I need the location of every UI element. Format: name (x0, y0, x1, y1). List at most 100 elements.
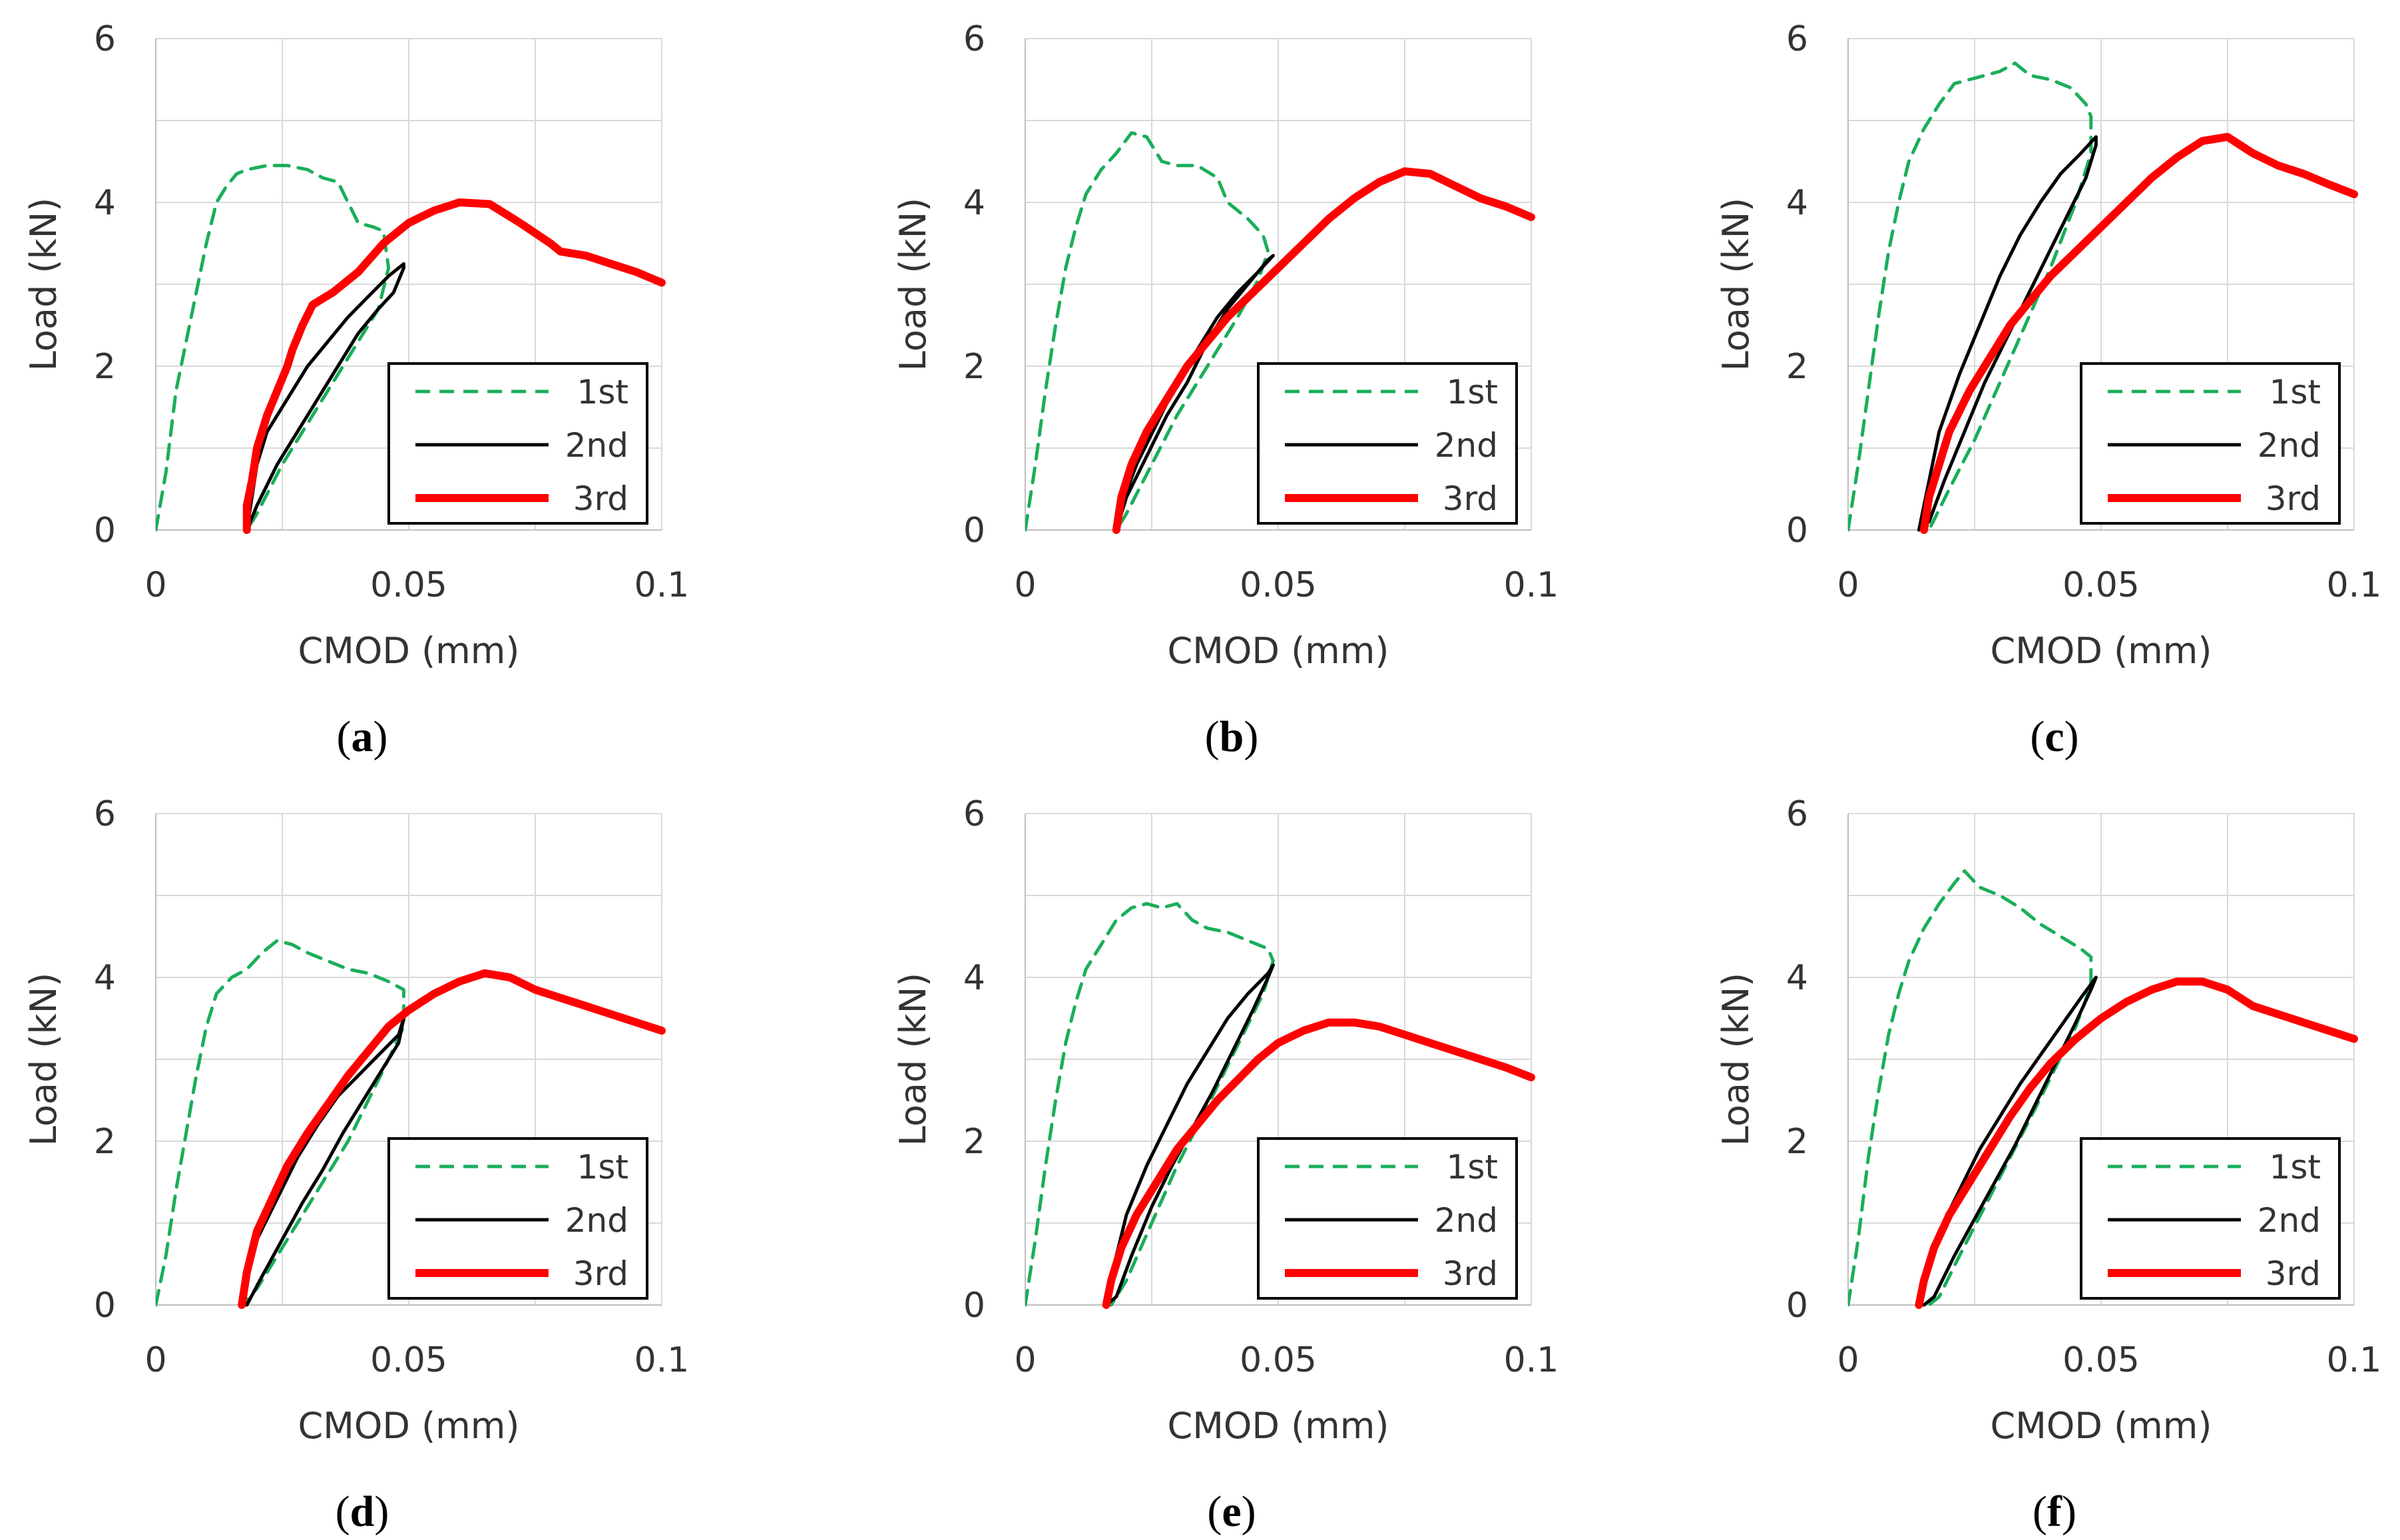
panel-caption-letter: e (1222, 1487, 1241, 1536)
panel-caption-letter: b (1220, 712, 1244, 761)
legend-label: 1st (1447, 373, 1498, 411)
y-tick-label: 0 (963, 511, 985, 551)
series-line-2nd (1917, 975, 2098, 1307)
y-axis-title: Load (kN) (892, 973, 934, 1147)
y-tick-label: 0 (94, 511, 116, 551)
legend-label: 1st (577, 373, 628, 411)
x-tick-label: 0.1 (1504, 1340, 1559, 1380)
x-tick-label: 0 (1837, 1340, 1859, 1380)
series-line-2nd (245, 262, 405, 532)
series-line-1st (156, 939, 405, 1307)
y-tick-label: 0 (1786, 1286, 1808, 1326)
y-tick-label: 4 (963, 958, 985, 998)
chart-panel-a: 0 2 4 6 0 0.05 0.1 CMOD (mm) Load (kN) 1st 2nd 3rd (… (23, 19, 689, 761)
x-tick-label: 0.1 (2327, 565, 2382, 605)
y-tick-label: 4 (94, 958, 116, 998)
legend: 1st 2nd 3rd (2080, 362, 2341, 525)
x-axis-title: CMOD (mm) (1991, 630, 2212, 672)
legend-label: 1st (1447, 1148, 1498, 1186)
series-line-2nd (240, 1017, 405, 1307)
panel-caption-letter: a (352, 712, 373, 761)
legend-label: 3rd (2266, 1254, 2321, 1293)
y-axis-title: Load (kN) (1715, 198, 1757, 372)
series-line-1st (1025, 131, 1270, 532)
y-tick-label: 2 (963, 1122, 985, 1162)
y-axis-title: Load (kN) (23, 973, 65, 1147)
legend-label: 1st (577, 1148, 628, 1186)
panel-caption: (e) (1207, 1487, 1256, 1536)
y-tick-label: 6 (963, 794, 985, 834)
series-line-3rd (242, 198, 666, 534)
y-tick-label: 0 (94, 1286, 116, 1326)
legend-label: 2nd (565, 426, 628, 465)
legend-label: 3rd (2266, 479, 2321, 518)
panel-caption: (a) (337, 712, 388, 761)
panel-caption: (d) (336, 1487, 389, 1536)
y-tick-label: 2 (1786, 347, 1808, 387)
legend-label: 1st (2270, 1148, 2321, 1186)
chart-panel-b: 0 2 4 6 0 0.05 0.1 CMOD (mm) Load (kN) 1st 2nd 3rd (… (892, 19, 1559, 761)
x-tick-label: 0.05 (2062, 1340, 2140, 1380)
x-tick-label: 0.05 (1240, 1340, 1317, 1380)
panel-caption-letter: c (2044, 712, 2064, 761)
y-tick-label: 4 (94, 183, 116, 223)
x-tick-label: 0 (1837, 565, 1859, 605)
y-axis-title: Load (kN) (23, 198, 65, 372)
x-axis-title: CMOD (mm) (1168, 630, 1389, 672)
legend: 1st 2nd 3rd (1257, 362, 1518, 525)
x-tick-label: 0.05 (2062, 565, 2140, 605)
y-tick-label: 2 (94, 347, 116, 387)
legend-label: 3rd (1443, 1254, 1498, 1293)
panel-caption: (c) (2030, 712, 2078, 761)
x-tick-label: 0 (144, 565, 166, 605)
series-line-1st (1025, 901, 1275, 1307)
y-tick-label: 4 (1786, 183, 1808, 223)
series-line-2nd (1917, 135, 2098, 532)
y-tick-label: 0 (1786, 511, 1808, 551)
legend-label: 2nd (2258, 426, 2321, 465)
legend-label: 2nd (1435, 1201, 1498, 1240)
x-tick-label: 0.05 (370, 565, 447, 605)
x-axis-title: CMOD (mm) (298, 1405, 520, 1447)
legend-label: 2nd (565, 1201, 628, 1240)
x-tick-label: 0 (144, 1340, 166, 1380)
y-tick-label: 6 (963, 19, 985, 59)
series-line-1st (1848, 869, 2093, 1307)
series-line-3rd (1920, 132, 2358, 534)
y-tick-label: 2 (1786, 1122, 1808, 1162)
legend-label: 3rd (573, 1254, 628, 1293)
x-tick-label: 0 (1014, 1340, 1036, 1380)
series-line-1st (1848, 61, 2093, 532)
x-tick-label: 0.05 (370, 1340, 447, 1380)
series-line-3rd (1112, 167, 1535, 534)
x-tick-label: 0.05 (1240, 565, 1317, 605)
y-tick-label: 4 (963, 183, 985, 223)
series-line-2nd (1114, 254, 1275, 532)
y-tick-label: 6 (94, 19, 116, 59)
chart-panel-d: 0 2 4 6 0 0.05 0.1 CMOD (mm) Load (kN) 1st 2nd 3rd (… (23, 794, 689, 1536)
y-tick-label: 0 (963, 1286, 985, 1326)
legend: 1st 2nd 3rd (1257, 1137, 1518, 1300)
chart-panel-e: 0 2 4 6 0 0.05 0.1 CMOD (mm) Load (kN) 1st 2nd 3rd (… (892, 794, 1559, 1536)
legend-label: 2nd (1435, 426, 1498, 465)
x-tick-label: 0.1 (2327, 1340, 2382, 1380)
legend: 1st 2nd 3rd (387, 362, 648, 525)
series-line-3rd (1915, 977, 2358, 1309)
y-tick-label: 2 (94, 1122, 116, 1162)
y-tick-label: 6 (1786, 19, 1808, 59)
panel-caption: (f) (2033, 1487, 2076, 1536)
series-line-2nd (1104, 963, 1275, 1307)
y-tick-label: 2 (963, 347, 985, 387)
panel-caption-letter: f (2047, 1487, 2062, 1536)
x-axis-title: CMOD (mm) (1991, 1405, 2212, 1447)
legend-label: 3rd (1443, 479, 1498, 518)
x-tick-label: 0.1 (634, 1340, 690, 1380)
y-axis-title: Load (kN) (892, 198, 934, 372)
y-tick-label: 4 (1786, 958, 1808, 998)
series-line-3rd (1102, 1018, 1535, 1309)
x-tick-label: 0 (1014, 565, 1036, 605)
legend: 1st 2nd 3rd (387, 1137, 648, 1300)
x-tick-label: 0.1 (634, 565, 690, 605)
y-tick-label: 6 (1786, 794, 1808, 834)
